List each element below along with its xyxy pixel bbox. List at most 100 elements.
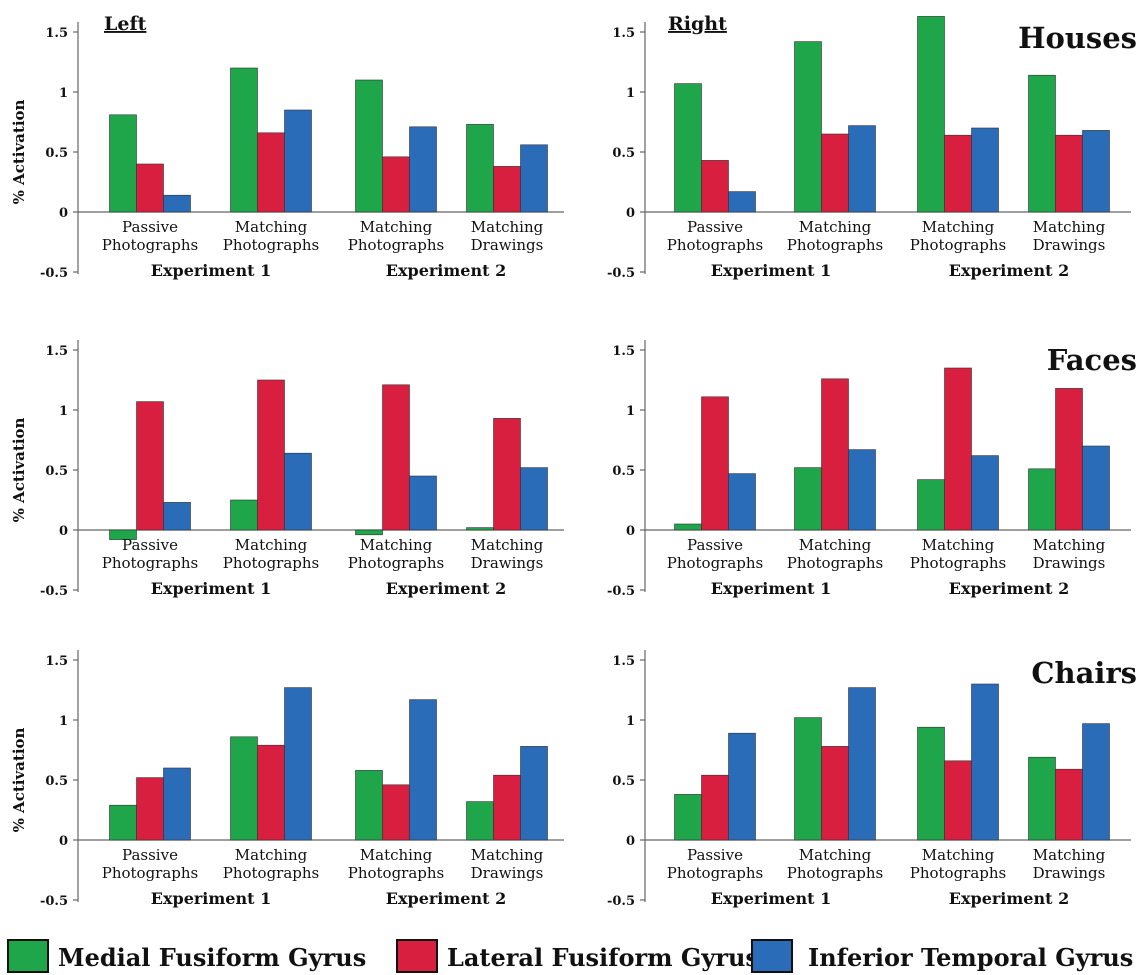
bar-medial [466, 801, 494, 841]
bar-lateral [257, 379, 285, 531]
category-label: Matching [471, 218, 544, 236]
y-tick-label: 0.5 [612, 146, 635, 161]
bar-inferior [163, 767, 191, 841]
category-label: Passive [122, 536, 178, 554]
bar-lateral [1055, 134, 1083, 213]
experiment-label: Experiment 1 [711, 261, 831, 280]
y-tick-label: -0.5 [607, 266, 635, 281]
y-tick-label: 1.5 [612, 26, 635, 41]
category-label: Drawings [471, 864, 544, 882]
bar-medial [1028, 74, 1056, 213]
category-label: Photographs [787, 864, 884, 882]
experiment-label: Experiment 1 [151, 579, 271, 598]
y-tick-label: 0 [626, 524, 635, 539]
category-label: Photographs [910, 864, 1007, 882]
y-tick-label: 0.5 [45, 146, 68, 161]
bar-medial [355, 529, 383, 536]
bar-medial [917, 16, 945, 213]
bar-inferior [284, 452, 312, 531]
bar-inferior [728, 473, 756, 531]
experiment-label: Experiment 2 [949, 261, 1069, 280]
y-tick-label: 0.5 [45, 464, 68, 479]
condition-label-faces: Faces [1047, 343, 1137, 377]
bar-lateral [1055, 768, 1083, 841]
experiment-label: Experiment 1 [151, 261, 271, 280]
bar-inferior [284, 687, 312, 841]
y-tick-label: 1.5 [45, 344, 68, 359]
category-label: Passive [122, 846, 178, 864]
experiment-label: Experiment 1 [711, 889, 831, 908]
category-label: Matching [799, 846, 872, 864]
legend-swatch-medial [7, 939, 49, 973]
bar-lateral [136, 401, 164, 531]
category-label: Passive [687, 846, 743, 864]
bar-medial [794, 717, 822, 841]
bar-inferior [848, 687, 876, 841]
condition-label-chairs: Chairs [1031, 656, 1137, 690]
category-label: Matching [235, 846, 308, 864]
category-label: Passive [122, 218, 178, 236]
chart-panel-houses-right: 1.510.50-0.5PassivePhotographsMatchingPh… [607, 16, 1131, 281]
category-label: Photographs [348, 236, 445, 254]
y-axis-label: % Activation [10, 727, 28, 832]
bar-inferior [163, 194, 191, 213]
legend: Medial Fusiform Gyrus Lateral Fusiform G… [7, 939, 1133, 973]
bar-inferior [848, 125, 876, 213]
category-label: Photographs [910, 554, 1007, 572]
legend-swatch-lateral [396, 939, 438, 973]
bar-medial [794, 467, 822, 531]
bar-inferior [520, 746, 548, 841]
category-label: Matching [235, 218, 308, 236]
bar-inferior [520, 467, 548, 531]
bar-inferior [1082, 445, 1110, 531]
category-label: Matching [360, 846, 433, 864]
chart-panel-faces-right: 1.510.50-0.5PassivePhotographsMatchingPh… [607, 340, 1131, 599]
bar-medial [230, 67, 258, 213]
category-label: Drawings [1033, 236, 1106, 254]
experiment-label: Experiment 2 [386, 579, 506, 598]
bar-inferior [163, 502, 191, 531]
category-label: Matching [922, 846, 995, 864]
category-label: Photographs [348, 864, 445, 882]
bar-inferior [409, 699, 437, 841]
bar-inferior [1082, 130, 1110, 213]
category-label: Matching [471, 536, 544, 554]
bar-inferior [409, 475, 437, 531]
category-label: Matching [360, 536, 433, 554]
category-label: Photographs [102, 864, 199, 882]
bar-lateral [257, 132, 285, 213]
y-tick-label: 1.5 [612, 344, 635, 359]
y-tick-label: 0 [626, 206, 635, 221]
bar-inferior [728, 732, 756, 841]
bar-inferior [848, 449, 876, 531]
bar-medial [674, 83, 702, 213]
category-label: Photographs [102, 236, 199, 254]
bar-lateral [821, 378, 849, 531]
y-tick-label: 1 [626, 86, 635, 101]
experiment-label: Experiment 1 [711, 579, 831, 598]
bar-medial [355, 79, 383, 213]
bar-medial [355, 770, 383, 841]
bar-inferior [520, 144, 548, 213]
category-label: Photographs [787, 554, 884, 572]
y-tick-label: 1 [626, 404, 635, 419]
y-tick-label: 1 [59, 86, 68, 101]
bar-lateral [382, 784, 410, 841]
bar-inferior [971, 683, 999, 841]
bar-lateral [382, 156, 410, 213]
category-label: Matching [922, 536, 995, 554]
category-label: Matching [235, 536, 308, 554]
experiment-label: Experiment 2 [949, 579, 1069, 598]
y-tick-label: 0 [59, 206, 68, 221]
right-hemisphere-label: Right [668, 13, 727, 35]
condition-label-houses: Houses [1018, 21, 1137, 55]
category-label: Photographs [667, 554, 764, 572]
chart-panel-houses-left: 1.510.50-0.5% ActivationPassivePhotograp… [10, 22, 564, 281]
category-label: Drawings [1033, 554, 1106, 572]
category-label: Photographs [667, 236, 764, 254]
category-label: Drawings [471, 554, 544, 572]
bar-medial [1028, 756, 1056, 841]
bar-medial [466, 124, 494, 213]
legend-label-inferior: Inferior Temporal Gyrus [808, 943, 1133, 972]
